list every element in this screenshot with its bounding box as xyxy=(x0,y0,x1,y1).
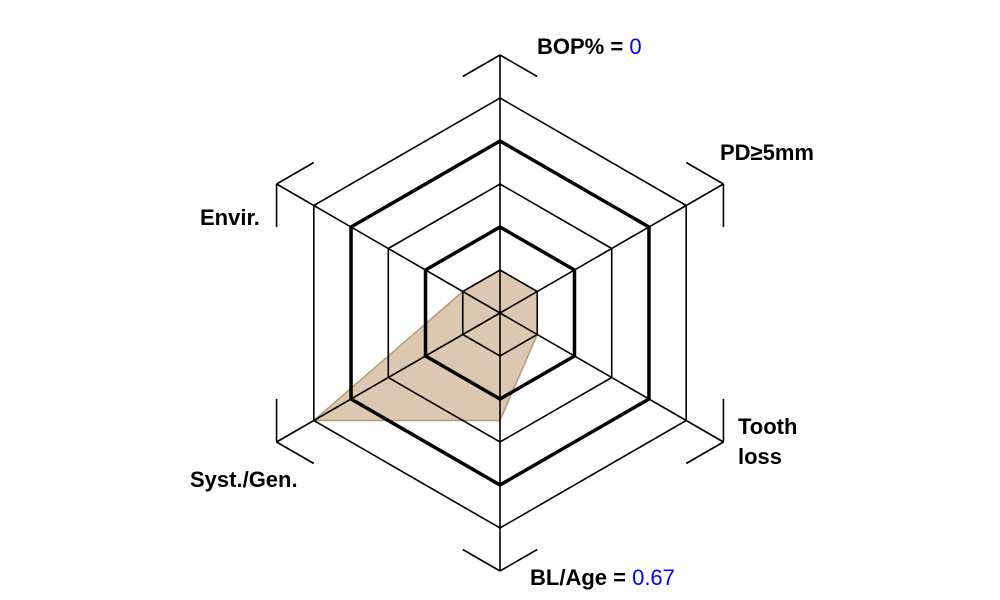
axis-label-envir: Envir. xyxy=(200,205,260,230)
axis-cap-3 xyxy=(462,548,501,572)
bl-age-value: 0.67 xyxy=(632,565,675,590)
axis-cap-0 xyxy=(499,54,538,78)
axis-label-pd: PD≥5mm xyxy=(720,140,814,165)
axis-cap-2 xyxy=(685,441,724,465)
axis-label-tooth-loss: Tooth loss xyxy=(738,414,798,469)
axis-cap-3 xyxy=(499,548,538,572)
axis-line-2 xyxy=(499,312,724,443)
axis-cap-0 xyxy=(462,54,501,78)
bop-value: 0 xyxy=(629,34,642,59)
axis-line-1 xyxy=(499,183,724,314)
axis-line-4 xyxy=(276,312,501,443)
axis-label-bl-age: BL/Age = 0.67 xyxy=(530,565,675,590)
axis-cap-4 xyxy=(276,441,315,465)
axis-cap-1 xyxy=(685,161,724,185)
axis-cap-5 xyxy=(276,161,315,185)
axis-label-bop: BOP% = 0 xyxy=(537,34,642,59)
axis-line-5 xyxy=(276,183,501,314)
axis-label-syst-gen: Syst./Gen. xyxy=(190,467,298,492)
